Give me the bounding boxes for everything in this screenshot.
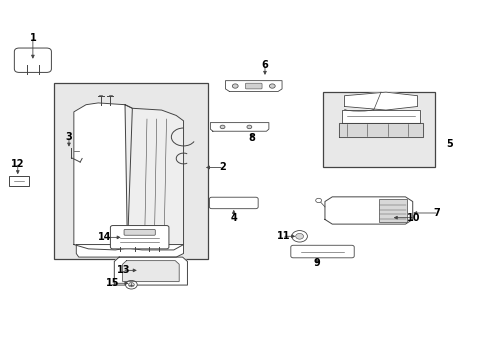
FancyBboxPatch shape — [290, 245, 353, 258]
Polygon shape — [338, 123, 423, 137]
FancyBboxPatch shape — [110, 226, 168, 249]
Text: 7: 7 — [433, 208, 440, 218]
Text: 4: 4 — [230, 213, 237, 222]
Circle shape — [246, 125, 251, 129]
Circle shape — [232, 84, 238, 88]
FancyBboxPatch shape — [245, 83, 262, 89]
Circle shape — [295, 233, 303, 239]
Bar — [322, 92, 434, 167]
Text: 15: 15 — [106, 278, 120, 288]
Text: 14: 14 — [98, 232, 111, 242]
Bar — [54, 83, 207, 259]
Text: 6: 6 — [261, 60, 268, 70]
Text: 10: 10 — [406, 213, 420, 222]
Polygon shape — [225, 81, 282, 91]
Circle shape — [125, 280, 137, 289]
Polygon shape — [74, 103, 132, 250]
Polygon shape — [341, 110, 419, 123]
Circle shape — [220, 125, 224, 129]
FancyBboxPatch shape — [9, 176, 29, 186]
Circle shape — [291, 230, 307, 242]
Polygon shape — [114, 257, 187, 285]
Polygon shape — [325, 197, 412, 224]
Text: 2: 2 — [219, 162, 225, 172]
Text: 12: 12 — [11, 159, 24, 169]
Circle shape — [128, 283, 134, 287]
Circle shape — [269, 84, 275, 88]
Polygon shape — [210, 123, 268, 131]
Text: 13: 13 — [117, 265, 130, 275]
FancyBboxPatch shape — [124, 229, 155, 235]
Polygon shape — [122, 261, 179, 282]
Text: 11: 11 — [276, 231, 290, 241]
Circle shape — [315, 198, 321, 203]
Text: 3: 3 — [65, 132, 72, 142]
FancyBboxPatch shape — [209, 197, 258, 209]
FancyBboxPatch shape — [14, 48, 51, 72]
Text: 9: 9 — [313, 258, 319, 268]
Polygon shape — [76, 244, 183, 257]
Bar — [378, 199, 406, 222]
Polygon shape — [125, 105, 183, 250]
Polygon shape — [344, 92, 417, 110]
Text: 8: 8 — [248, 133, 255, 143]
Text: 5: 5 — [445, 139, 452, 149]
Text: 1: 1 — [29, 33, 36, 43]
